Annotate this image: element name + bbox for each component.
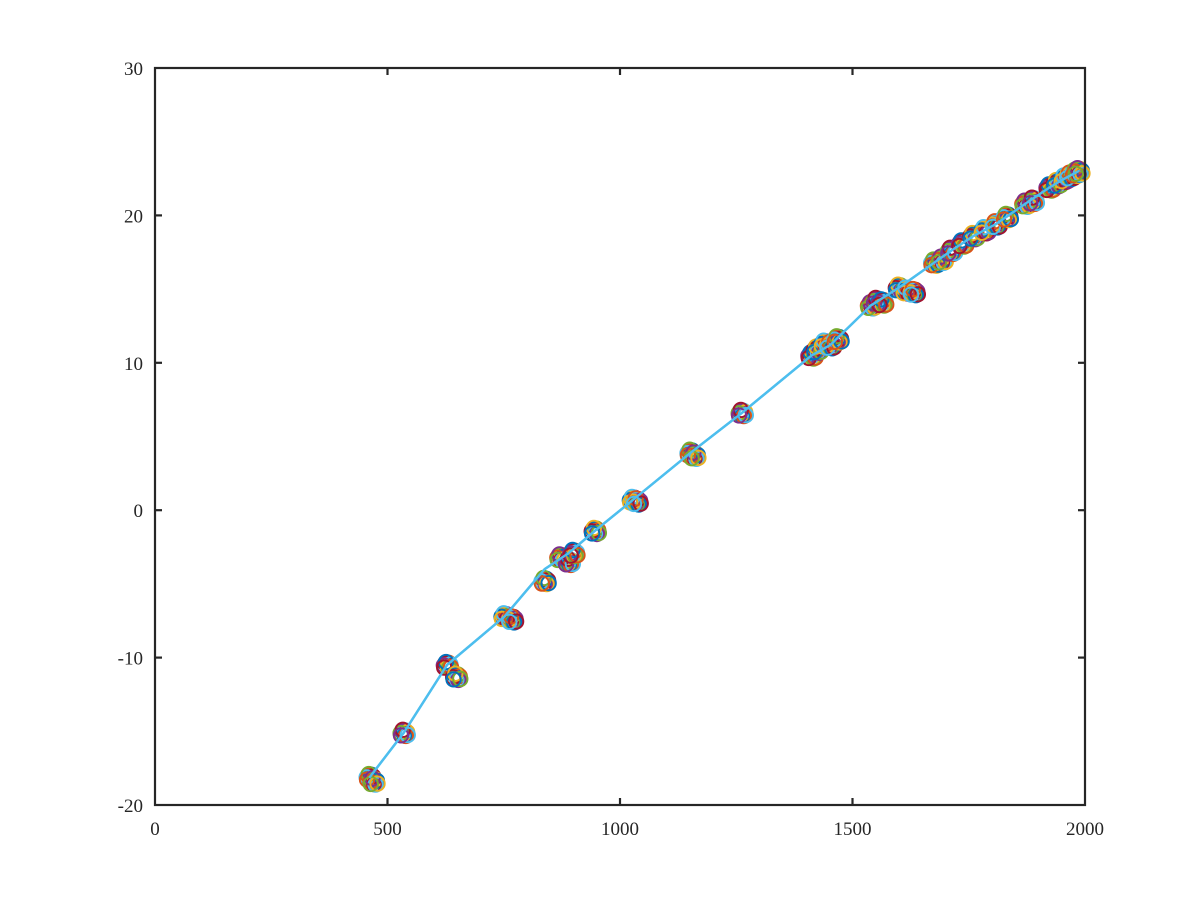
marker-circle [878,296,895,313]
marker-circle [452,670,469,688]
marker-circle [632,495,649,512]
marker-circle [690,449,707,467]
marker-circle [533,575,551,592]
marker-circle [951,237,968,255]
y-axis-tick-label: 30 [124,59,143,80]
marker-circle [392,727,410,744]
marker-circle [583,525,601,542]
x-axis-tick-label: 2000 [1066,819,1104,840]
marker-circle [501,613,518,631]
marker-circle [540,575,557,592]
y-axis-tick-label: -20 [118,796,143,817]
data-series-layer [358,160,1091,793]
marker-circle [902,286,920,303]
data-point-marker[interactable] [1021,189,1046,213]
marker-circle [1021,195,1039,212]
y-axis-tick-label: 0 [134,501,144,522]
series-line-overlay [368,169,1080,779]
marker-circle [995,211,1013,228]
y-axis-tick-label: -10 [118,649,143,670]
marker-circle [569,547,586,564]
axes-background [155,68,1085,805]
marker-circle [1067,165,1084,182]
x-axis-tick-label: 1000 [601,819,639,840]
marker-circle [507,613,525,630]
marker-circle [826,333,843,350]
axis-ticks-layer [155,68,1085,805]
data-point-marker[interactable] [533,569,557,593]
marker-circle [730,407,748,424]
data-point-marker[interactable] [902,280,927,304]
data-point-marker[interactable] [1067,160,1091,183]
marker-circle [909,286,927,303]
data-point-marker[interactable] [625,490,649,513]
axis-tick-labels-layer: -20 -10 0 10 20 30 0 500 1000 1500 2000 [118,59,1104,840]
x-axis-tick-label: 500 [373,819,402,840]
data-point-marker[interactable] [444,665,469,689]
y-axis-tick-label: 20 [124,206,143,227]
marker-circle [445,671,462,688]
x-axis-tick-label: 0 [150,819,160,840]
marker-circle [930,254,948,271]
data-point-marker[interactable] [826,328,850,351]
marker-circle [369,775,386,792]
x-axis-tick-label: 1500 [834,819,872,840]
marker-circle [984,218,1002,235]
marker-circle [940,245,957,262]
y-axis-tick-label: 10 [124,354,143,375]
